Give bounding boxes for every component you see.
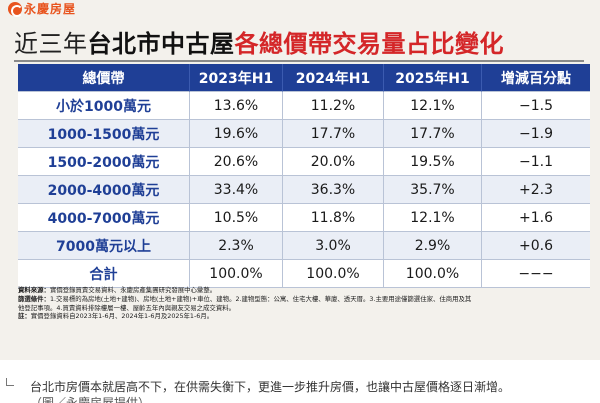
title-subject: 各總價帶交易量占比變化: [234, 30, 504, 58]
title-divider: [14, 60, 584, 62]
table-cell: −1.9: [482, 120, 590, 148]
table-cell: +2.3: [482, 176, 590, 204]
notes-note-label: 註：: [18, 312, 31, 321]
table-cell: 2.9%: [384, 232, 482, 260]
notes-filter-text-cont: 他登記事項。4.買賣資料排除樓層一樓、屋齡五年內與親友交易之成交資料。: [18, 303, 235, 312]
table-cell: −−−: [482, 260, 590, 288]
table-cell: 19.5%: [384, 148, 482, 176]
table-header-cell: 2025年H1: [384, 64, 482, 92]
table-row-label: 1000-1500萬元: [18, 120, 190, 148]
table-cell: +0.6: [482, 232, 590, 260]
table-cell: 12.1%: [384, 204, 482, 232]
table-cell: 100.0%: [384, 260, 482, 288]
caption-credit: （圖／永慶房屋提供）: [30, 396, 151, 403]
table-cell: 11.8%: [283, 204, 384, 232]
table-row-label: 合計: [18, 260, 190, 288]
table-cell: 33.4%: [190, 176, 283, 204]
table-cell: −1.5: [482, 92, 590, 120]
table-notes: 資料來源：實價登錄買賣交易資料、永慶房產集團研究發展中心彙整。 篩選條件：1.交…: [18, 286, 590, 321]
caption-text: 台北市房價本就居高不下，在供需失衡下，更進一步推升房價，也讓中古屋價格逐日漸增。: [30, 380, 511, 394]
table-cell: 36.3%: [283, 176, 384, 204]
table-header-cell: 2024年H1: [283, 64, 384, 92]
brand-logo: 永慶房屋: [8, 0, 76, 17]
table-cell: −1.1: [482, 148, 590, 176]
table-cell: 13.6%: [190, 92, 283, 120]
image-caption: 台北市房價本就居高不下，在供需失衡下，更進一步推升房價，也讓中古屋價格逐日漸增。…: [0, 372, 600, 403]
price-band-table: 總價帶 2023年H1 2024年H1 2025年H1 增減百分點小於1000萬元 13.…: [18, 64, 590, 288]
table-cell: 17.7%: [283, 120, 384, 148]
notes-filter-text: 1.交易標的為房地(土地+建物)、房地(土地+建物)+車位、建物。2.建物型態：…: [49, 294, 472, 303]
table-header-cell: 增減百分點: [482, 64, 590, 92]
infographic-title: 近三年 台北市中古屋 各總價帶交易量占比變化: [14, 24, 504, 60]
table-cell: 20.0%: [283, 148, 384, 176]
table-cell: 17.7%: [384, 120, 482, 148]
table-cell: 10.5%: [190, 204, 283, 232]
title-period: 近三年: [14, 30, 88, 58]
table-row-label: 小於1000萬元: [18, 92, 190, 120]
notes-source-label: 資料來源：: [18, 286, 50, 294]
table-cell: 3.0%: [283, 232, 384, 260]
table-cell: 100.0%: [283, 260, 384, 288]
table-cell: 100.0%: [190, 260, 283, 288]
table-cell: 19.6%: [190, 120, 283, 148]
table-cell: 20.6%: [190, 148, 283, 176]
notes-filter-label: 篩選條件：: [18, 294, 50, 303]
table-row-label: 2000-4000萬元: [18, 176, 190, 204]
notes-note-text: 實價登錄資料自2023年1-6月、2024年1-6月及2025年1-6月。: [30, 312, 214, 321]
table-cell: 12.1%: [384, 92, 482, 120]
brand-logo-icon: [8, 1, 23, 17]
brand-logo-text: 永慶房屋: [24, 2, 77, 16]
table-cell: 2.3%: [190, 232, 283, 260]
table-header-cell: 2023年H1: [190, 64, 283, 92]
table-cell: +1.6: [482, 204, 590, 232]
infographic-card: 永慶房屋 近三年 台北市中古屋 各總價帶交易量占比變化 總價帶 2023年H1 20…: [0, 0, 600, 360]
notes-source-text: 實價登錄買賣交易資料、永慶房產集團研究發展中心彙整。: [49, 286, 217, 294]
table-row-label: 7000萬元以上: [18, 232, 190, 260]
table-cell: 11.2%: [283, 92, 384, 120]
caption-corner-icon: [6, 378, 14, 386]
title-region: 台北市中古屋: [87, 30, 235, 58]
table-header-cell: 總價帶: [18, 64, 190, 92]
table-row-label: 4000-7000萬元: [18, 204, 190, 232]
table-cell: 35.7%: [384, 176, 482, 204]
table-row-label: 1500-2000萬元: [18, 148, 190, 176]
